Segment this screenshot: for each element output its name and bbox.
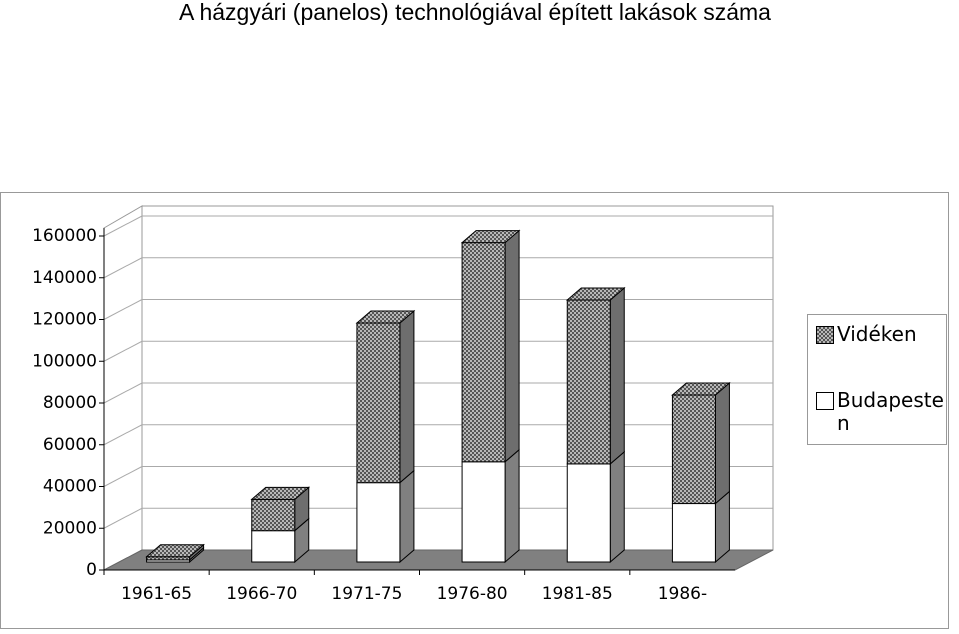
bar-top — [145, 544, 205, 558]
bar — [461, 461, 506, 563]
bar-side — [504, 448, 520, 564]
y-tick-label: 100000 — [32, 351, 97, 371]
bar-side — [504, 229, 520, 463]
y-tick-label: 80000 — [43, 393, 97, 413]
bar-top — [250, 486, 311, 500]
bar-side — [714, 381, 730, 505]
x-tick-label: 1966-70 — [226, 584, 297, 604]
legend-item: Vidéken — [816, 323, 945, 346]
x-tick-label: 1961-65 — [121, 584, 192, 604]
grid-line — [103, 299, 143, 320]
grid-line — [103, 257, 143, 279]
bar-side — [609, 450, 625, 564]
grid-line — [103, 466, 143, 487]
x-tick-label: 1986- — [658, 584, 707, 604]
bar — [566, 463, 611, 563]
bar-side — [399, 469, 415, 564]
bar — [251, 530, 296, 563]
bar — [566, 299, 611, 465]
legend-item: Budapesten — [816, 389, 945, 435]
legend-swatch — [816, 392, 834, 410]
legend-swatch — [816, 326, 834, 344]
x-tick-label: 1976-80 — [437, 584, 508, 604]
y-tick-label: 0 — [86, 560, 97, 580]
y-tick-label: 20000 — [43, 518, 97, 538]
bar — [461, 242, 506, 463]
grid-line — [103, 215, 143, 237]
bar — [251, 498, 296, 532]
bar — [356, 482, 401, 563]
legend-label: Vidéken — [837, 322, 917, 346]
y-tick-label: 140000 — [32, 268, 97, 288]
chart-title: A házgyári (panelos) technológiával épít… — [179, 0, 771, 25]
grid-line — [103, 382, 143, 404]
bar-top — [565, 287, 626, 301]
x-tick-label: 1981-85 — [542, 584, 613, 604]
x-tick-label: 1971-75 — [331, 584, 402, 604]
y-tick-label: 40000 — [43, 477, 97, 497]
y-tick-label: 120000 — [32, 310, 97, 330]
bar — [671, 503, 716, 563]
plot-area: 0 20000 40000 60000 80000 100000 120000 140000 1… — [32, 205, 774, 604]
bar — [671, 394, 716, 505]
y-tick-label: 160000 — [32, 226, 97, 246]
bar-top — [671, 382, 731, 396]
bar — [356, 322, 401, 484]
chart-frame — [0, 192, 949, 629]
legend: Vidéken Budapesten — [807, 314, 947, 445]
bar-side — [399, 309, 415, 484]
bar-top — [355, 310, 416, 324]
grid-line — [103, 340, 143, 362]
grid-line — [103, 424, 143, 446]
bar-top — [460, 230, 521, 244]
grid-line — [103, 507, 143, 529]
y-tick-label: 60000 — [43, 435, 97, 455]
legend-label: Budapesten — [837, 388, 944, 435]
bar-side — [609, 286, 625, 465]
